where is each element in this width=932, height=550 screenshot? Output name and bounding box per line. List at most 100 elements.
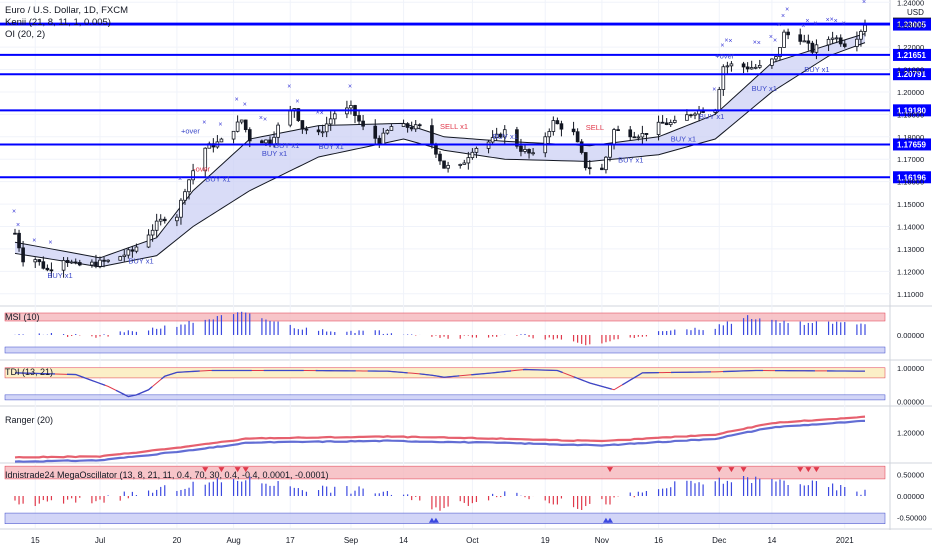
signal-x-marker: × xyxy=(320,110,324,117)
indicator-oi-label[interactable]: OI (20, 2) xyxy=(5,29,46,40)
candle-body xyxy=(842,43,847,47)
signal-x-marker: × xyxy=(862,0,866,6)
candle-body xyxy=(98,259,102,267)
candle-body xyxy=(385,129,390,134)
ranger-label[interactable]: Ranger (20) xyxy=(5,415,54,425)
candle-body xyxy=(531,152,535,155)
candle-body xyxy=(608,144,612,158)
candle-body xyxy=(616,129,620,132)
ranger-line xyxy=(14,415,866,459)
candle-body xyxy=(798,34,803,42)
time-tick-label: Sep xyxy=(344,536,359,545)
price-level-tag-label: 1.16196 xyxy=(897,173,926,182)
signal-label: +over xyxy=(715,51,734,60)
mega-buy-triangle xyxy=(607,517,613,523)
candle-body xyxy=(717,89,722,111)
signal-x-marker: × xyxy=(32,237,36,244)
candle-body xyxy=(413,124,418,130)
candle-body xyxy=(656,121,661,135)
signal-x-marker: × xyxy=(16,222,20,229)
price-tick-label: 1.13000 xyxy=(897,245,924,254)
signal-label: SELL xyxy=(586,123,604,132)
signal-x-marker: × xyxy=(801,23,805,30)
candle-body xyxy=(268,139,272,145)
candle-body xyxy=(442,160,446,169)
candle-body xyxy=(770,58,774,66)
megaoscillator-label[interactable]: Idnistrade24 MegaOscillator (13, 8, 21, … xyxy=(5,470,329,480)
signal-label: BUY x1 xyxy=(128,257,153,266)
time-tick-label: Aug xyxy=(226,536,240,545)
signal-label: BUY x1 xyxy=(274,141,299,150)
price-level-tag xyxy=(893,104,931,117)
candle-body xyxy=(575,131,580,143)
candle-body xyxy=(571,128,576,133)
signal-x-marker: × xyxy=(720,43,724,50)
candle-body xyxy=(685,114,689,121)
price-tick-label: 1.18000 xyxy=(897,133,924,142)
price-level-tag-label: 1.21651 xyxy=(897,51,926,60)
indicator-kenii-label[interactable]: Kenii (21, 8, 11, 1, 0.005) xyxy=(5,17,111,28)
candle-body xyxy=(381,132,386,145)
candle-body xyxy=(409,127,414,130)
candle-body xyxy=(187,179,191,193)
candle-body xyxy=(401,123,406,127)
chart-title: Euro / U.S. Dollar, 1D, FXCM xyxy=(5,5,129,16)
price-tick-label: 1.15000 xyxy=(897,200,924,209)
candle-body xyxy=(806,40,811,44)
mega-sell-triangle xyxy=(218,467,225,473)
price-tick-label: 1.21000 xyxy=(897,66,924,75)
candle-body xyxy=(519,145,523,152)
candle-body xyxy=(296,108,301,121)
price-level-tag xyxy=(893,18,931,31)
candle-body xyxy=(276,124,280,138)
candle-body xyxy=(118,256,123,261)
candle-body xyxy=(826,38,831,46)
candle-body xyxy=(527,149,531,154)
candle-body xyxy=(154,220,159,231)
candle-body xyxy=(494,133,499,138)
price-level-tag-label: 1.19180 xyxy=(897,106,926,115)
candle-body xyxy=(65,260,70,264)
signal-x-marker: × xyxy=(724,37,728,44)
signal-x-marker: × xyxy=(842,21,846,28)
pane-tick-label: 0.00000 xyxy=(897,398,924,407)
tdi-label[interactable]: TDI (13, 21) xyxy=(5,367,54,377)
pane-tick-label: 0.00000 xyxy=(897,492,924,501)
candle-body xyxy=(349,105,353,109)
candle-body xyxy=(288,110,293,126)
candle-body xyxy=(328,118,333,125)
tdi-pane xyxy=(4,367,886,401)
candle-body xyxy=(689,114,693,117)
mega-buy-triangle xyxy=(602,517,609,523)
price-tick-label: 1.19000 xyxy=(897,110,924,119)
candle-body xyxy=(175,216,179,222)
horizontal-levels: 1.230471.230051.216511.207911.191801.176… xyxy=(0,17,931,184)
signal-x-marker: × xyxy=(826,17,830,24)
signal-label: BUY x1 xyxy=(47,271,72,280)
candle-body xyxy=(466,157,471,164)
mega-sell-triangle xyxy=(202,467,209,473)
price-tick-label: 1.16000 xyxy=(897,178,924,187)
price-level-tag-label: 1.23005 xyxy=(897,21,926,30)
candle-body xyxy=(502,129,507,138)
price-tick-label: 1.11000 xyxy=(897,290,924,299)
candle-body xyxy=(559,123,564,130)
candle-body xyxy=(21,247,25,263)
oi-cloud-fill xyxy=(15,33,865,267)
signal-x-marker: × xyxy=(781,13,785,20)
candle-body xyxy=(632,136,637,139)
time-tick-label: 15 xyxy=(31,536,40,545)
msi-label[interactable]: MSI (10) xyxy=(5,312,40,322)
candle-body xyxy=(231,130,236,140)
price-level-tag-label: 1.17659 xyxy=(897,140,926,149)
candle-body xyxy=(470,151,475,159)
candle-body xyxy=(474,147,479,153)
candle-body xyxy=(126,249,131,256)
signal-x-marker: × xyxy=(263,117,267,124)
candle-body xyxy=(458,163,463,166)
upper-band xyxy=(4,367,886,379)
signal-label: -over xyxy=(193,165,211,174)
candle-body xyxy=(304,128,309,131)
signal-x-marker: × xyxy=(12,208,16,215)
mega-sell-triangle xyxy=(805,467,812,473)
